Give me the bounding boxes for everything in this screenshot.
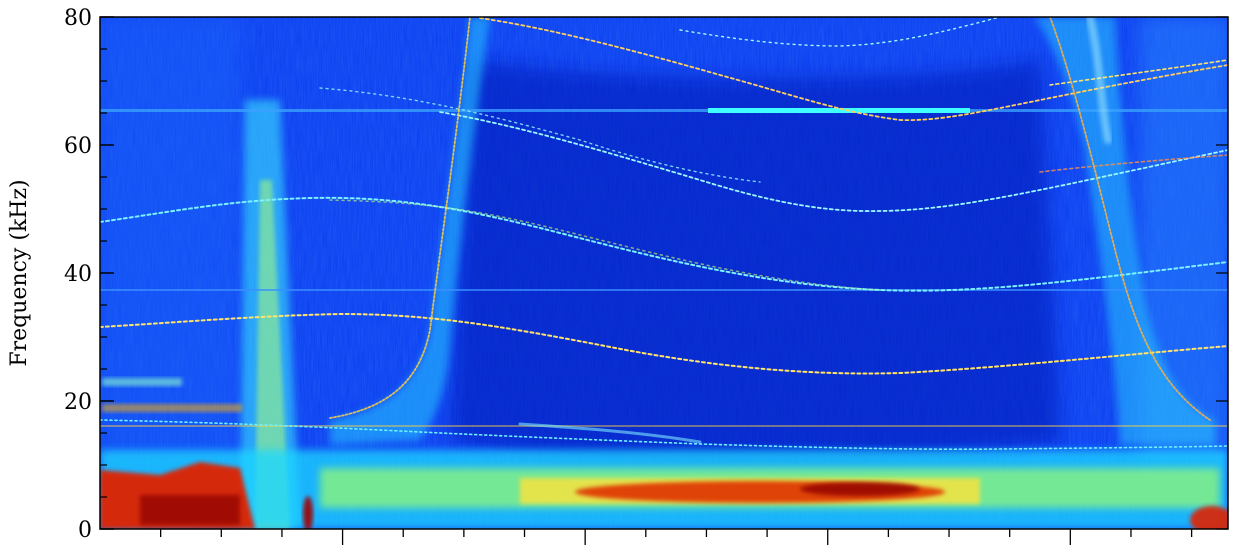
interference-lines xyxy=(100,108,1228,427)
intensity-regions xyxy=(100,17,1228,529)
trace-11 xyxy=(1039,154,1228,173)
y-tick-label: 80 xyxy=(64,6,92,31)
plot-area xyxy=(100,17,1228,529)
right-hump-inner xyxy=(1086,17,1112,144)
line-65khz xyxy=(100,109,1228,112)
trace-1 xyxy=(100,196,1228,292)
left-light-region xyxy=(100,17,240,467)
left-hump-edge xyxy=(329,17,471,419)
right-hump xyxy=(1035,17,1215,445)
red-patch-right xyxy=(1190,506,1228,529)
dark-red-left xyxy=(140,495,240,525)
y-tick-label: 60 xyxy=(64,134,92,159)
y-tick-label: 40 xyxy=(64,262,92,287)
right-hump-edge xyxy=(1049,17,1211,421)
y-axis-title: Frequency (kHz) xyxy=(7,179,32,366)
left-emission-23khz xyxy=(102,378,182,386)
trace-6 xyxy=(479,17,1228,122)
trace-8 xyxy=(100,419,1228,450)
x-axis xyxy=(159,529,1193,545)
y-axis: 0 20 40 60 80 xyxy=(64,6,1228,543)
left-hump xyxy=(330,17,490,445)
trace-3 xyxy=(329,199,881,291)
vertical-streak-core xyxy=(255,180,290,529)
left-emission-20khz xyxy=(102,404,242,412)
y-tick-label: 0 xyxy=(78,518,92,543)
line-16khz xyxy=(100,425,1228,427)
trace-5 xyxy=(319,87,761,183)
trace-4 xyxy=(439,111,1228,212)
line-37khz xyxy=(100,289,1228,291)
emission-traces xyxy=(100,17,1228,450)
trace-10 xyxy=(1049,59,1228,86)
trace-9 xyxy=(518,422,702,444)
trace-2 xyxy=(100,312,1228,375)
red-band-center-dark xyxy=(800,482,920,496)
dark-central-region xyxy=(450,60,1060,463)
line-65khz-bright xyxy=(708,108,970,113)
trace-7 xyxy=(679,17,1001,47)
y-tick-label: 20 xyxy=(64,390,92,415)
red-spike xyxy=(303,496,313,529)
